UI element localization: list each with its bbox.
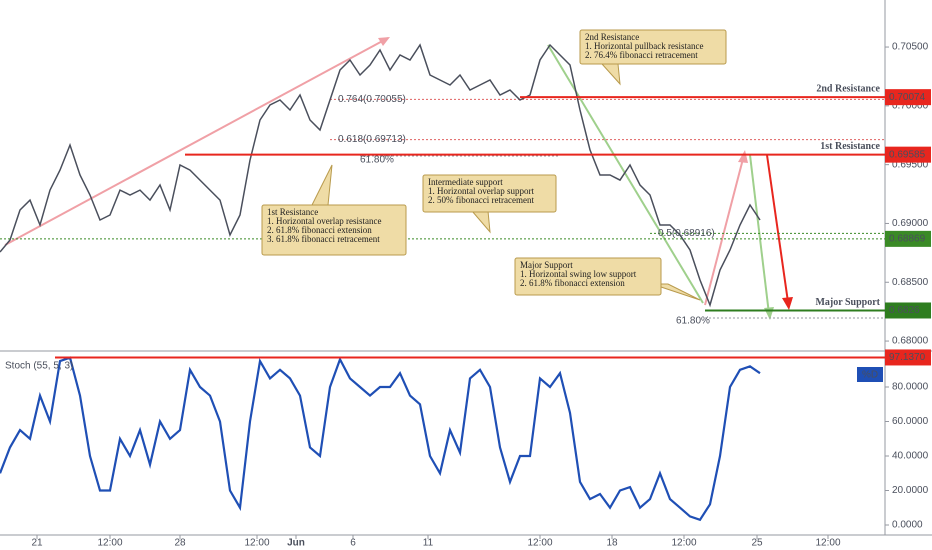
fib-label: 61.80% [676, 316, 710, 327]
axis-label-box [885, 349, 931, 366]
x-tick-label: 21 [31, 538, 43, 549]
legend-label: %D [862, 370, 878, 381]
indicator-title: Stoch (55, 5, 3) [5, 361, 73, 372]
y-tick-label: 0.68500 [892, 277, 929, 288]
callout-line: 1. Horizontal overlap support [428, 186, 534, 196]
y-tick-label: 0.68000 [892, 336, 929, 347]
drawings [4, 37, 885, 320]
level-name: 2nd Resistance [816, 83, 880, 94]
y-tick-label: 20.0000 [892, 485, 929, 496]
axis-label-box [885, 230, 931, 247]
x-tick-label: 12:00 [97, 538, 122, 549]
y-tick-label: 0.70500 [892, 42, 929, 53]
y-tick-label: 0.70000 [892, 100, 929, 111]
callout-box [422, 174, 557, 213]
x-tick-label: 18 [606, 538, 618, 549]
callout-line: 1. Horizontal pullback resistance [585, 41, 703, 51]
callout-line: 3. 61.8% fibonacci retracement [267, 234, 380, 244]
arrow-head [378, 37, 390, 46]
x-tick-label: 6 [350, 538, 356, 549]
level-name: 1st Resistance [820, 141, 880, 152]
callout-line: 1. Horizontal swing low support [520, 269, 637, 279]
callout-line: 2. 61.8% fibonacci extension [267, 225, 372, 235]
legend-box [857, 367, 883, 382]
arrow-head [782, 297, 793, 310]
y-tick-label: 0.69500 [892, 159, 929, 170]
fib-label: 0.618(0.69713) [338, 134, 406, 145]
axis-label-box [885, 89, 931, 106]
trend-line [749, 154, 770, 315]
y-tick-label: 0.69000 [892, 218, 929, 229]
callout-line: 1. Horizontal overlap resistance [267, 216, 381, 226]
x-tick-label: 12:00 [527, 538, 552, 549]
trend-line [547, 44, 704, 304]
x-tick-label: 25 [751, 538, 763, 549]
axis-label-box [885, 146, 931, 163]
callout-line: 2. 61.8% fibonacci extension [520, 278, 625, 288]
axis-label: 97.1370 [889, 352, 926, 363]
callout-box [514, 257, 662, 296]
callout-box [579, 29, 727, 65]
trend-line [4, 37, 389, 246]
axis-label: 0.69585 [889, 149, 926, 160]
y-tick-label: 60.0000 [892, 416, 929, 427]
callout-box [261, 204, 407, 256]
price-line [0, 43, 761, 308]
trend-line [704, 154, 745, 306]
chart-layer: 0.68000 0.68500 0.69000 0.69500 0.70000 0.705… [0, 29, 931, 549]
fib-label: 0.5(0.68916) [658, 228, 715, 239]
level-name: Major Support [815, 297, 880, 308]
y-tick-label: 40.0000 [892, 451, 929, 462]
callout-title: Intermediate support [428, 177, 503, 187]
x-tick-label: 11 [423, 538, 434, 549]
y-tick-label: 80.0000 [892, 382, 929, 393]
x-tick-label: 28 [174, 538, 186, 549]
fib-label: 61.80% [360, 155, 394, 166]
trend-line [766, 154, 789, 303]
x-tick-label: 12:00 [244, 538, 269, 549]
y-tick-label: 0.0000 [892, 520, 923, 531]
axis-label: 0.70074 [889, 92, 926, 103]
stoch-line [0, 356, 761, 522]
axis-label-box [885, 302, 931, 319]
callout-title: Major Support [520, 260, 573, 270]
arrow-head [738, 150, 748, 163]
x-tick-label: Jun [287, 538, 305, 549]
x-tick-label: 12:00 [671, 538, 696, 549]
callout-title: 2nd Resistance [585, 32, 639, 42]
fib-label: 0.764(0.70055) [338, 94, 406, 105]
callout-line: 2. 76.4% fibonacci retracement [585, 50, 698, 60]
axis-label: 0.6826 [889, 305, 920, 316]
axis-label: 0.68869 [889, 234, 926, 245]
x-tick-label: 12:00 [815, 538, 840, 549]
callout-line: 2. 50% fibonacci retracement [428, 195, 534, 205]
callout-title: 1st Resistance [267, 207, 318, 217]
